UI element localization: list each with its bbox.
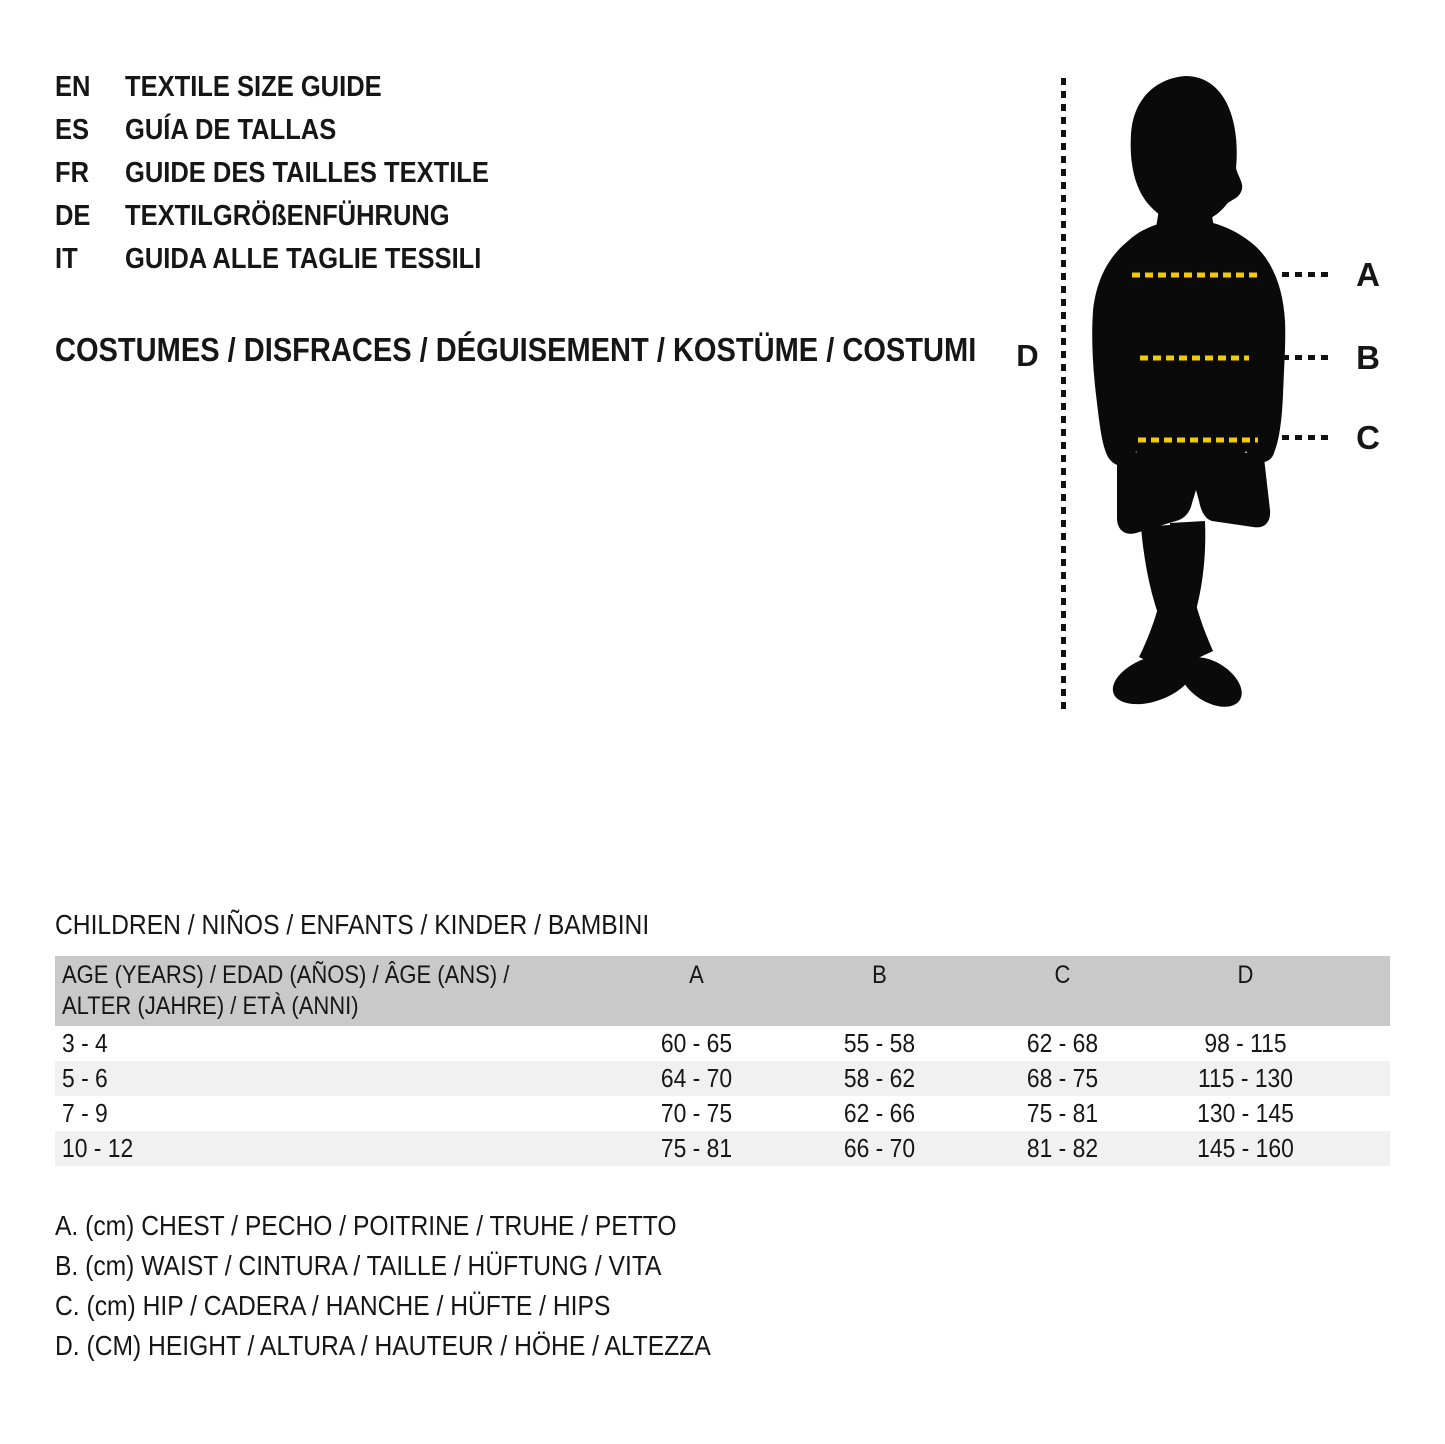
height-value: 98 - 115: [1204, 1028, 1287, 1058]
hip-value: 68 - 75: [1026, 1063, 1099, 1093]
size-guide-title-it: GUIDA ALLE TAGLIE TESSILI: [125, 243, 482, 275]
hip-value: 75 - 81: [1026, 1098, 1099, 1128]
table-row: 10 - 12 75 - 81 66 - 70 81 - 82 145 - 16…: [55, 1131, 1390, 1166]
hip-leader-line: [1282, 435, 1332, 440]
size-table: AGE (YEARS) / EDAD (AÑOS) / ÂGE (ANS) / …: [55, 956, 1390, 1166]
size-guide-title-en: TEXTILE SIZE GUIDE: [125, 71, 382, 103]
table-row: 7 - 9 70 - 75 62 - 66 75 - 81 130 - 145: [55, 1096, 1390, 1131]
age-value: 10 - 12: [62, 1133, 134, 1163]
size-table-header: AGE (YEARS) / EDAD (AÑOS) / ÂGE (ANS) / …: [55, 956, 1390, 1026]
size-guide-title-es: GUÍA DE TALLAS: [125, 114, 337, 146]
column-header-c: C: [1054, 961, 1071, 989]
language-code: ES: [55, 114, 90, 146]
language-code: DE: [55, 200, 91, 232]
language-row-it: IT GUIDA ALLE TAGLIE TESSILI: [55, 238, 539, 281]
chest-measure-label: A: [1356, 256, 1380, 293]
waist-value: 55 - 58: [843, 1028, 916, 1058]
category-title: COSTUMES / DISFRACES / DÉGUISEMENT / KOS…: [55, 331, 977, 368]
waist-value: 66 - 70: [843, 1133, 916, 1163]
language-code: EN: [55, 71, 91, 103]
language-row-en: EN TEXTILE SIZE GUIDE: [55, 66, 539, 109]
language-row-de: DE TEXTILGRÖßENFÜHRUNG: [55, 195, 539, 238]
child-silhouette: [1092, 76, 1286, 707]
legend-height: D. (CM) HEIGHT / ALTURA / HAUTEUR / HÖHE…: [55, 1330, 711, 1361]
legend-hip: C. (cm) HIP / CADERA / HANCHE / HÜFTE / …: [55, 1290, 611, 1321]
chest-value: 60 - 65: [660, 1028, 733, 1058]
height-value: 115 - 130: [1198, 1063, 1293, 1093]
hip-value: 62 - 68: [1026, 1028, 1099, 1058]
age-column-header: AGE (YEARS) / EDAD (AÑOS) / ÂGE (ANS) / …: [62, 961, 510, 1020]
size-guide-title-de: TEXTILGRÖßENFÜHRUNG: [125, 200, 450, 232]
height-value: 130 - 145: [1197, 1098, 1294, 1128]
language-title-list: EN TEXTILE SIZE GUIDE ES GUÍA DE TALLAS …: [55, 66, 539, 281]
waist-value: 58 - 62: [843, 1063, 916, 1093]
children-section-title: CHILDREN / NIÑOS / ENFANTS / KINDER / BA…: [55, 909, 650, 940]
size-guide-title-fr: GUIDE DES TAILLES TEXTILE: [125, 157, 489, 189]
measure-lines: [1132, 272, 1259, 443]
age-value: 3 - 4: [62, 1028, 108, 1058]
table-row: 5 - 6 64 - 70 58 - 62 68 - 75 115 - 130: [55, 1061, 1390, 1096]
hip-value: 81 - 82: [1026, 1133, 1099, 1163]
height-value: 145 - 160: [1197, 1133, 1294, 1163]
height-measure-label: D: [1016, 338, 1039, 373]
measure-legend: A. (cm) CHEST / PECHO / POITRINE / TRUHE…: [55, 1206, 800, 1366]
silhouette-shape: [1092, 76, 1286, 707]
legend-chest: A. (cm) CHEST / PECHO / POITRINE / TRUHE…: [55, 1210, 677, 1241]
hip-measure-label: C: [1356, 419, 1380, 456]
age-value: 5 - 6: [62, 1063, 108, 1093]
height-dotted-line: [1061, 78, 1066, 715]
waist-leader-line: [1282, 355, 1332, 360]
waist-value: 62 - 66: [843, 1098, 916, 1128]
language-code: IT: [55, 243, 78, 275]
language-code: FR: [55, 157, 90, 189]
language-row-fr: FR GUIDE DES TAILLES TEXTILE: [55, 152, 539, 195]
column-header-d: D: [1237, 961, 1254, 989]
header-filler: [1337, 956, 1390, 1026]
column-header-b: B: [872, 961, 887, 989]
column-header-a: A: [689, 961, 704, 989]
waist-measure-label: B: [1356, 339, 1380, 376]
table-row: 3 - 4 60 - 65 55 - 58 62 - 68 98 - 115: [55, 1026, 1390, 1061]
legend-waist: B. (cm) WAIST / CINTURA / TAILLE / HÜFTU…: [55, 1250, 662, 1281]
chest-value: 75 - 81: [660, 1133, 733, 1163]
chest-value: 64 - 70: [660, 1063, 733, 1093]
chest-value: 70 - 75: [660, 1098, 733, 1128]
chest-leader-line: [1282, 272, 1332, 277]
age-value: 7 - 9: [62, 1098, 108, 1128]
language-row-es: ES GUÍA DE TALLAS: [55, 109, 539, 152]
